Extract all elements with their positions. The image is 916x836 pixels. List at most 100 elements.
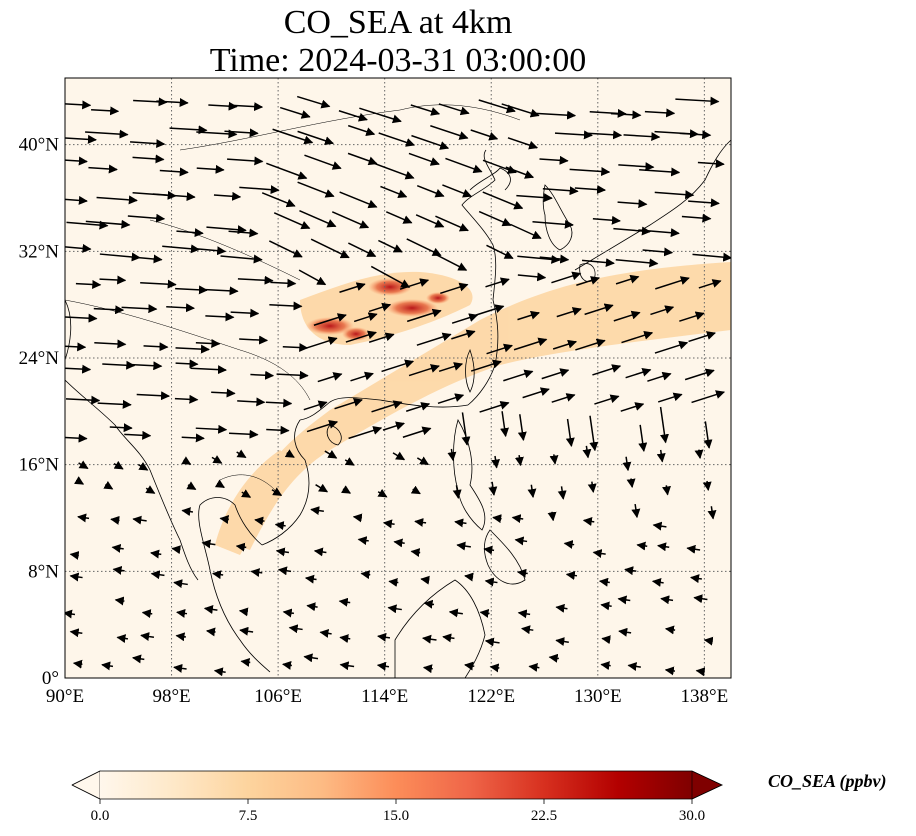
wind-arrow-194: [190, 365, 227, 375]
wind-arrow-274: [348, 242, 377, 258]
wind-arrow-243: [584, 303, 614, 316]
wind-arrow-349: [297, 130, 334, 146]
wind-arrow-118: [214, 479, 225, 489]
wind-arrow-199: [381, 359, 415, 373]
wind-arrow-85: [393, 538, 405, 548]
wind-arrow-5: [240, 657, 251, 667]
wind-arrow-20: [116, 634, 129, 643]
wind-arrow-38: [65, 609, 76, 619]
wind-arrow-285: [66, 220, 109, 230]
wind-arrow-312: [339, 191, 378, 209]
wind-arrow-202: [470, 359, 502, 372]
wind-arrow-215: [282, 343, 309, 353]
wind-arrow-188: [657, 392, 683, 403]
wind-arrow-213: [195, 338, 221, 348]
wind-arrow-297: [478, 210, 512, 227]
wind-arrow-372: [438, 103, 470, 116]
wind-arrow-101: [274, 521, 286, 531]
wind-arrow-64: [304, 574, 317, 584]
wind-arrow-316: [482, 191, 524, 210]
wind-arrow-299: [532, 219, 574, 229]
wind-arrow-303: [681, 213, 712, 223]
plume-band-main: [235, 262, 731, 550]
wind-arrow-336: [505, 166, 535, 179]
wind-arrow-361: [65, 100, 92, 110]
wind-arrow-81: [235, 542, 247, 552]
map-panel: [65, 78, 731, 678]
wind-arrow-357: [584, 130, 623, 140]
wind-arrow-271: [220, 254, 263, 264]
wind-arrow-211: [143, 342, 169, 352]
wind-arrow-314: [416, 184, 445, 198]
wind-arrow-222: [513, 337, 548, 351]
wind-arrow-39: [114, 596, 125, 606]
wind-arrow-137: [211, 455, 223, 464]
wind-arrow-230: [121, 304, 158, 314]
wind-arrow-198: [350, 371, 374, 382]
wind-arrow-186: [594, 394, 620, 405]
wind-arrow-320: [617, 199, 648, 209]
lon-tick-label-138: 138°E: [681, 686, 729, 707]
wind-arrow-214: [239, 335, 269, 345]
wind-arrow-342: [65, 134, 97, 144]
wind-arrow-295: [415, 214, 445, 228]
wind-arrow-62: [250, 568, 263, 577]
wind-arrow-264: [655, 276, 690, 290]
wind-arrow-160: [348, 426, 383, 440]
wind-arrow-241: [517, 310, 540, 321]
wind-arrow-270: [193, 246, 227, 256]
wind-arrow-231: [166, 303, 195, 313]
lat-tick-label-40: 40°N: [19, 135, 60, 156]
wind-arrow-165: [517, 414, 527, 442]
wind-arrow-251: [203, 286, 239, 296]
wind-arrow-83: [313, 547, 327, 557]
wind-arrow-77: [111, 543, 124, 553]
wind-arrow-290: [228, 228, 259, 238]
wind-arrow-210: [94, 339, 127, 349]
coast-japan: [574, 139, 731, 271]
wind-arrow-341: [697, 159, 725, 169]
wind-arrow-183: [479, 400, 510, 413]
wind-arrow-157: [229, 429, 259, 439]
wind-arrow-76: [69, 550, 80, 560]
wind-arrow-368: [296, 95, 331, 109]
wind-arrow-246: [679, 311, 705, 322]
wind-arrow-338: [569, 167, 611, 176]
wind-arrow-173: [136, 391, 171, 401]
wind-arrow-305: [96, 195, 138, 205]
wind-arrow-365: [208, 101, 238, 111]
wind-arrow-142: [392, 451, 406, 461]
wind-arrow-23: [205, 627, 216, 637]
wind-arrow-10: [422, 664, 433, 674]
wind-arrow-149: [622, 456, 632, 472]
wind-arrow-156: [195, 424, 228, 434]
wind-arrow-151: [694, 449, 704, 460]
lon-tick-label-106: 106°E: [254, 686, 302, 707]
hotspot-5: [426, 292, 450, 304]
wind-arrow-268: [131, 254, 163, 264]
wind-arrow-106: [454, 518, 467, 528]
wind-arrow-223: [552, 339, 578, 350]
wind-arrow-124: [410, 485, 421, 495]
coast-hainan: [326, 424, 342, 446]
wind-arrow-229: [93, 305, 125, 315]
wind-arrow-18: [695, 667, 706, 677]
wind-arrow-102: [310, 506, 324, 516]
wind-arrow-176: [237, 397, 266, 407]
wind-arrow-279: [517, 254, 561, 264]
wind-arrow-3: [173, 663, 187, 673]
wind-arrow-109: [547, 511, 557, 522]
wind-arrow-247: [75, 279, 102, 289]
wind-arrow-227: [688, 331, 716, 343]
wind-arrow-111: [631, 503, 641, 519]
lat-tick-label-32: 32°N: [19, 241, 60, 262]
wind-arrow-67: [420, 575, 430, 585]
wind-arrow-120: [271, 487, 283, 497]
wind-arrow-326: [159, 167, 189, 177]
wind-arrow-323: [65, 156, 88, 166]
wind-arrow-187: [620, 402, 645, 412]
wind-arrow-13: [528, 663, 540, 672]
wind-arrow-208: [684, 368, 715, 381]
wind-arrow-375: [533, 110, 577, 120]
